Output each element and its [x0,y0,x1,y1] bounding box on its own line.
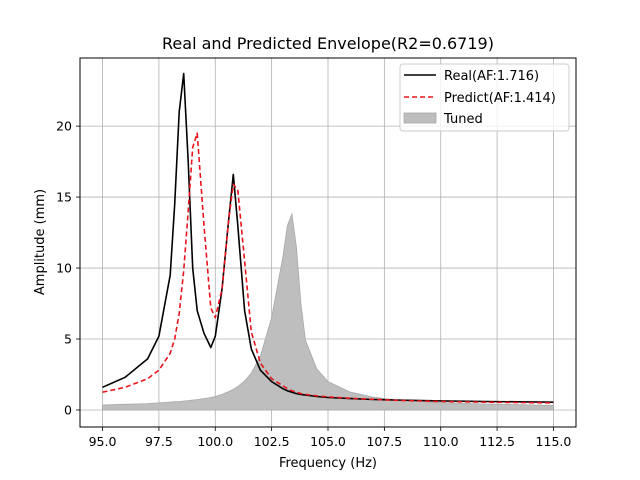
x-tick-label: 107.5 [366,434,402,449]
x-axis-label: Frequency (Hz) [279,456,377,471]
x-tick-label: 110.0 [423,434,459,449]
legend-swatch-tuned [403,112,437,124]
series-tuned-area [102,212,554,411]
x-tick-label: 105.0 [310,434,346,449]
y-tick-label: 0 [64,402,72,417]
x-tick-label: 97.5 [145,434,173,449]
x-tick-label: 102.5 [254,434,290,449]
legend-label-predict: Predict(AF:1.414) [444,91,556,106]
y-axis-label: Amplitude (mm) [33,189,48,295]
y-tick-label: 15 [56,190,72,205]
x-tick-label: 95.0 [89,434,117,449]
y-tick-label: 10 [56,261,72,276]
y-tick-label: 20 [56,119,72,134]
y-tick-label: 5 [64,332,72,347]
legend-frame [399,63,570,132]
series-layer [102,72,554,411]
x-tick-label: 115.0 [536,434,572,449]
series-predict-line [102,132,554,404]
x-tick-label: 112.5 [479,434,515,449]
chart-title: Real and Predicted Envelope(R2=0.6719) [162,34,494,53]
ticks: 95.0 97.5 100.0 102.5 105.0 107.5 110.0 112.5 11… [56,119,571,449]
legend: Real(AF:1.716) Predict(AF:1.414) Tuned [399,63,570,132]
x-tick-label: 100.0 [197,434,233,449]
legend-label-tuned: Tuned [443,112,483,127]
legend-label-real: Real(AF:1.716) [444,69,539,84]
